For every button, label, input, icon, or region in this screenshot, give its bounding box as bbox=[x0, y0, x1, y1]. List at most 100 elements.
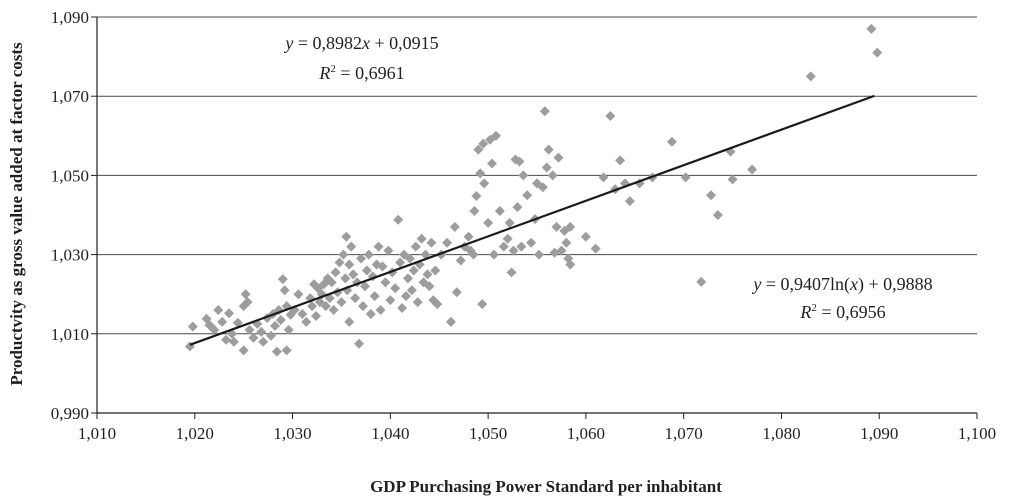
trendline-group bbox=[189, 94, 875, 346]
data-point bbox=[473, 144, 484, 155]
data-point bbox=[477, 299, 488, 310]
x-tick-label: 1,060 bbox=[567, 424, 605, 443]
data-point bbox=[375, 305, 386, 316]
data-point bbox=[311, 310, 322, 321]
data-point bbox=[508, 245, 519, 256]
data-point bbox=[334, 257, 345, 268]
x-tick-label: 1,090 bbox=[860, 424, 898, 443]
y-tick-label: 1,090 bbox=[51, 8, 89, 27]
data-point bbox=[328, 305, 339, 316]
data-point bbox=[533, 249, 544, 260]
data-point bbox=[866, 23, 877, 34]
eq2-suffix: ) + 0,9888 bbox=[858, 274, 933, 295]
data-point bbox=[805, 71, 816, 82]
data-point bbox=[402, 273, 413, 284]
data-point bbox=[406, 285, 417, 296]
log-trend-r2: R2 = 0,6956 bbox=[799, 302, 885, 322]
data-point bbox=[468, 249, 479, 260]
r2-1-label: R bbox=[318, 63, 330, 83]
data-point bbox=[580, 231, 591, 242]
data-point bbox=[369, 291, 380, 302]
eq1-y: y bbox=[283, 33, 293, 53]
eq2-x: x bbox=[849, 274, 858, 294]
data-point bbox=[526, 237, 537, 248]
data-point bbox=[395, 257, 406, 268]
data-point bbox=[478, 138, 489, 149]
data-point bbox=[410, 241, 421, 252]
data-point bbox=[539, 106, 550, 117]
x-tick-label: 1,070 bbox=[665, 424, 703, 443]
y-tick-label: 1,010 bbox=[51, 325, 89, 344]
data-point bbox=[363, 249, 374, 260]
data-point bbox=[277, 274, 288, 285]
data-point bbox=[541, 162, 552, 173]
data-point bbox=[356, 253, 366, 264]
data-point bbox=[426, 237, 437, 248]
x-tick-label: 1,050 bbox=[469, 424, 507, 443]
log-trend-equation: y = 0,9407ln(x) + 0,9888 bbox=[751, 274, 932, 295]
data-point bbox=[269, 320, 280, 331]
data-point bbox=[217, 316, 228, 327]
data-point bbox=[422, 269, 433, 280]
data-point bbox=[354, 338, 365, 349]
data-point bbox=[518, 170, 529, 181]
data-point bbox=[605, 111, 616, 121]
eq1-x: x bbox=[361, 33, 370, 53]
x-tick-label: 1,040 bbox=[371, 424, 409, 443]
data-point bbox=[494, 206, 505, 217]
y-tick-label: 0,990 bbox=[51, 404, 89, 423]
data-point bbox=[248, 332, 259, 343]
data-point bbox=[340, 273, 351, 284]
data-point bbox=[551, 221, 562, 232]
data-point bbox=[487, 158, 498, 169]
data-point bbox=[442, 237, 453, 248]
data-point bbox=[615, 155, 626, 166]
data-point bbox=[275, 314, 286, 325]
data-point bbox=[350, 293, 361, 304]
x-tick-label: 1,010 bbox=[78, 424, 116, 443]
x-tick-labels: 1,010 1,020 1,030 1,040 1,050 1,060 1,070 1,080… bbox=[78, 424, 996, 443]
data-point bbox=[543, 144, 554, 155]
data-point bbox=[590, 243, 601, 254]
data-point bbox=[221, 334, 232, 345]
data-point bbox=[463, 231, 474, 242]
data-point bbox=[383, 245, 394, 256]
data-point bbox=[338, 249, 349, 260]
data-point bbox=[598, 172, 609, 183]
data-point bbox=[297, 309, 308, 319]
data-point bbox=[357, 301, 368, 312]
data-point bbox=[455, 255, 466, 266]
data-point bbox=[242, 297, 253, 308]
x-axis-title: GDP Purchasing Power Standard per inhabi… bbox=[370, 477, 722, 496]
eq2-y: y bbox=[751, 274, 761, 294]
data-point bbox=[490, 130, 501, 141]
x-tick-label: 1,080 bbox=[762, 424, 800, 443]
data-point bbox=[565, 221, 576, 232]
y-tick-label: 1,070 bbox=[51, 87, 89, 106]
data-point bbox=[553, 152, 564, 163]
data-point bbox=[537, 182, 548, 193]
y-axis-title: Productvity as gross value added at fact… bbox=[7, 42, 26, 386]
data-point bbox=[475, 168, 486, 179]
data-point bbox=[706, 190, 717, 201]
data-point bbox=[712, 210, 723, 220]
r2-1-sup: 2 bbox=[330, 63, 336, 75]
data-point bbox=[271, 346, 282, 357]
data-point bbox=[469, 206, 480, 217]
data-point bbox=[256, 326, 267, 337]
data-point bbox=[377, 261, 388, 272]
trend-legend-marker bbox=[696, 276, 707, 287]
data-point bbox=[747, 164, 758, 175]
data-point bbox=[187, 321, 198, 332]
data-point bbox=[400, 291, 411, 302]
data-point bbox=[228, 336, 239, 347]
data-point bbox=[512, 202, 523, 213]
data-point bbox=[326, 277, 337, 288]
data-point bbox=[390, 283, 401, 294]
data-point bbox=[483, 217, 494, 228]
data-point bbox=[479, 178, 490, 189]
data-point bbox=[348, 269, 359, 280]
data-point bbox=[449, 221, 460, 232]
data-point bbox=[498, 241, 509, 252]
